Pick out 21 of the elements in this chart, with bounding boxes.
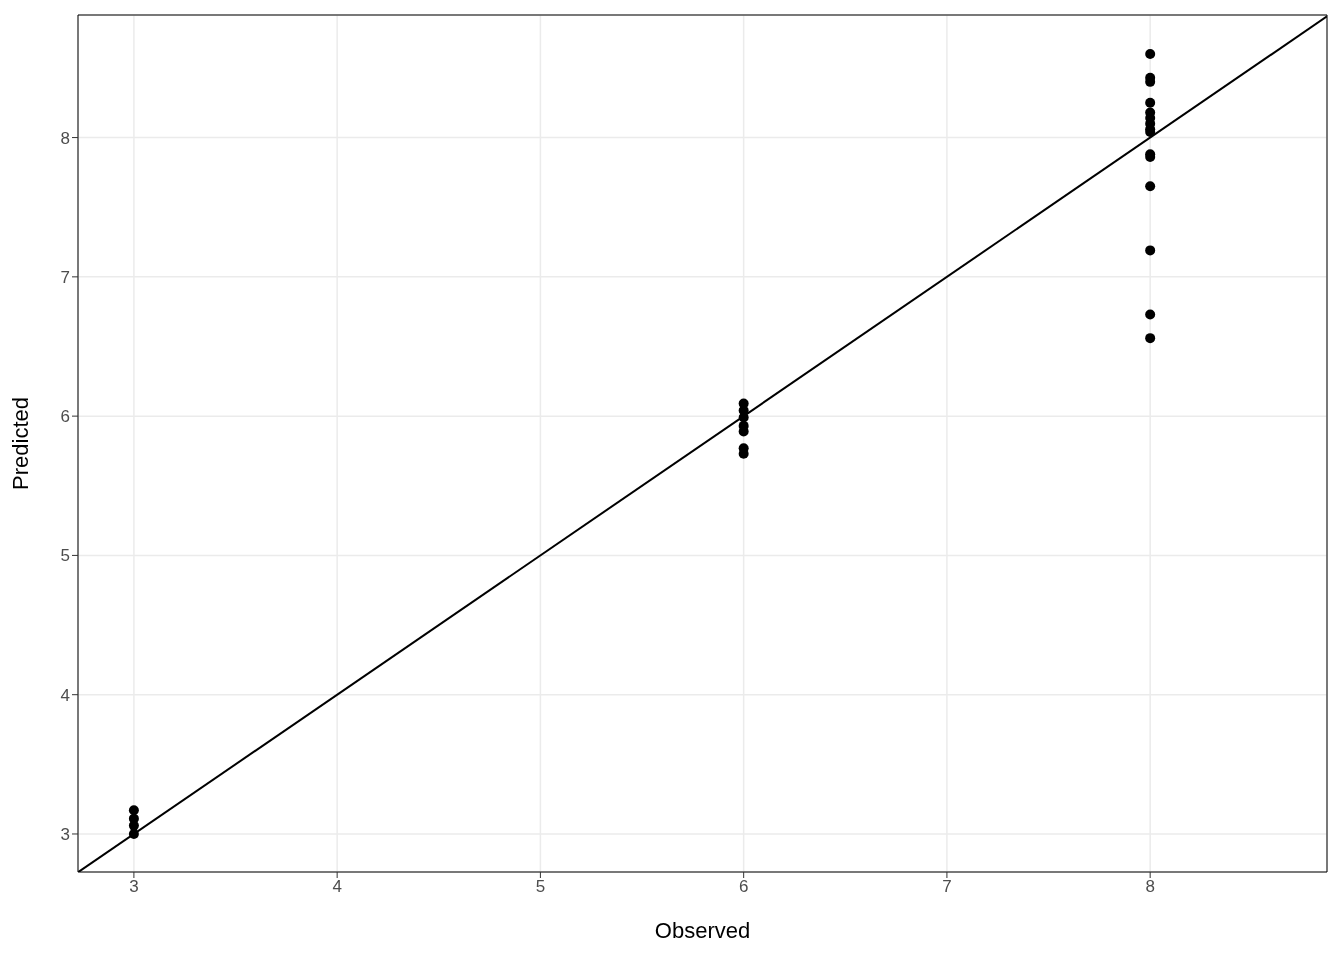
y-tick-label: 3	[60, 825, 70, 845]
point	[1145, 181, 1156, 192]
point	[1145, 309, 1156, 320]
x-tick-label: 4	[332, 877, 342, 897]
y-tick-label: 8	[60, 128, 70, 148]
point	[1145, 245, 1156, 256]
y-tick-label: 6	[60, 407, 70, 427]
y-tick-label: 4	[60, 685, 70, 705]
x-tick-label: 7	[942, 877, 952, 897]
point	[128, 805, 139, 816]
x-tick-label: 6	[738, 877, 749, 897]
point	[1145, 333, 1156, 344]
y-tick-label: 7	[60, 267, 70, 287]
point	[1145, 49, 1156, 59]
y-tick-label: 5	[60, 546, 70, 566]
x-tick-label: 8	[1145, 877, 1155, 897]
y-axis-title: Predicted	[7, 397, 33, 490]
x-tick-label: 5	[535, 877, 546, 897]
x-tick-label: 3	[129, 877, 139, 897]
point	[1145, 97, 1156, 108]
x-axis-title: Observed	[654, 918, 751, 943]
